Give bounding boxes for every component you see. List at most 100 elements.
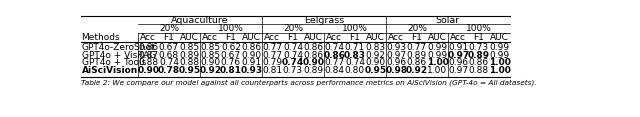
- Text: 100%: 100%: [342, 24, 368, 33]
- Text: GPT4o + VisRAG: GPT4o + VisRAG: [81, 51, 156, 60]
- Text: 0.67: 0.67: [221, 51, 241, 60]
- Text: AUC: AUC: [180, 33, 199, 42]
- Text: 0.83: 0.83: [344, 51, 366, 60]
- Text: 0.77: 0.77: [324, 58, 344, 67]
- Text: GPT4o-ZeroShot: GPT4o-ZeroShot: [81, 43, 155, 52]
- Text: 0.86: 0.86: [407, 58, 427, 67]
- Text: Eelgrass: Eelgrass: [304, 16, 344, 25]
- Text: 0.88: 0.88: [469, 66, 489, 75]
- Text: 0.85: 0.85: [200, 43, 220, 52]
- Text: AUC: AUC: [366, 33, 385, 42]
- Text: 0.95: 0.95: [179, 66, 200, 75]
- Text: 0.97: 0.97: [387, 51, 406, 60]
- Text: 1.00: 1.00: [428, 66, 447, 75]
- Text: 0.98: 0.98: [385, 66, 408, 75]
- Text: 0.93: 0.93: [241, 66, 262, 75]
- Text: 20%: 20%: [407, 24, 427, 33]
- Text: 0.74: 0.74: [283, 43, 303, 52]
- Text: 0.99: 0.99: [428, 43, 447, 52]
- Text: 0.90: 0.90: [365, 58, 385, 67]
- Text: 0.86: 0.86: [303, 43, 324, 52]
- Text: 0.68: 0.68: [159, 51, 179, 60]
- Text: 0.77: 0.77: [407, 43, 427, 52]
- Text: F1: F1: [287, 33, 298, 42]
- Text: 0.73: 0.73: [283, 66, 303, 75]
- Text: 20%: 20%: [283, 24, 303, 33]
- Text: 0.97: 0.97: [449, 66, 468, 75]
- Text: Acc: Acc: [264, 33, 280, 42]
- Text: 100%: 100%: [466, 24, 492, 33]
- Text: 0.62: 0.62: [221, 43, 241, 52]
- Text: 1.00: 1.00: [426, 58, 449, 67]
- Text: 0.92: 0.92: [365, 51, 385, 60]
- Text: F1: F1: [163, 33, 174, 42]
- Text: 0.97: 0.97: [447, 51, 470, 60]
- Text: 0.93: 0.93: [387, 43, 406, 52]
- Text: 0.99: 0.99: [490, 43, 509, 52]
- Text: 0.85: 0.85: [200, 51, 220, 60]
- Text: 0.87: 0.87: [138, 51, 159, 60]
- Text: Acc: Acc: [326, 33, 342, 42]
- Text: 0.85: 0.85: [179, 43, 200, 52]
- Text: 0.99: 0.99: [490, 51, 509, 60]
- Text: F1: F1: [349, 33, 360, 42]
- Text: 0.71: 0.71: [345, 43, 365, 52]
- Text: Acc: Acc: [451, 33, 467, 42]
- Text: 0.96: 0.96: [449, 58, 468, 67]
- Text: 0.78: 0.78: [158, 66, 180, 75]
- Text: 0.86: 0.86: [241, 43, 262, 52]
- Text: Acc: Acc: [388, 33, 404, 42]
- Text: 0.90: 0.90: [138, 66, 159, 75]
- Text: 0.88: 0.88: [138, 58, 159, 67]
- Text: 0.90: 0.90: [241, 51, 262, 60]
- Text: 0.81: 0.81: [220, 66, 242, 75]
- Text: Aquaculture: Aquaculture: [171, 16, 228, 25]
- Text: 0.74: 0.74: [345, 58, 365, 67]
- Text: 0.83: 0.83: [365, 43, 385, 52]
- Text: 0.67: 0.67: [159, 43, 179, 52]
- Text: 0.91: 0.91: [241, 58, 262, 67]
- Text: 0.91: 0.91: [449, 43, 468, 52]
- Text: AUC: AUC: [490, 33, 509, 42]
- Text: 0.84: 0.84: [324, 66, 344, 75]
- Text: Table 2: We compare our model against all counterparts across performance metric: Table 2: We compare our model against al…: [81, 80, 536, 86]
- Text: Methods: Methods: [81, 33, 120, 42]
- Text: 0.92: 0.92: [199, 66, 221, 75]
- Text: 0.90: 0.90: [200, 58, 220, 67]
- Text: Acc: Acc: [202, 33, 218, 42]
- Text: 1.00: 1.00: [488, 66, 511, 75]
- Text: AUC: AUC: [428, 33, 447, 42]
- Text: 0.89: 0.89: [468, 51, 490, 60]
- Text: 0.95: 0.95: [364, 66, 387, 75]
- Text: 0.74: 0.74: [282, 58, 304, 67]
- Text: 0.88: 0.88: [179, 58, 200, 67]
- Text: 0.86: 0.86: [469, 58, 489, 67]
- Text: 1.00: 1.00: [488, 58, 511, 67]
- Text: 0.89: 0.89: [407, 51, 427, 60]
- Text: 0.76: 0.76: [221, 58, 241, 67]
- Text: Solar: Solar: [436, 16, 460, 25]
- Text: 0.86: 0.86: [138, 43, 159, 52]
- Text: 0.89: 0.89: [303, 66, 324, 75]
- Text: AiSciVision: AiSciVision: [81, 66, 138, 75]
- Text: 0.73: 0.73: [469, 43, 489, 52]
- Text: 100%: 100%: [218, 24, 244, 33]
- Text: GPT4o + Tools: GPT4o + Tools: [81, 58, 146, 67]
- Text: 0.89: 0.89: [179, 51, 200, 60]
- Text: 0.90: 0.90: [303, 58, 324, 67]
- Text: F1: F1: [412, 33, 422, 42]
- Text: 20%: 20%: [159, 24, 179, 33]
- Text: 0.74: 0.74: [283, 51, 303, 60]
- Text: AUC: AUC: [304, 33, 323, 42]
- Text: F1: F1: [225, 33, 236, 42]
- Text: 0.81: 0.81: [262, 66, 282, 75]
- Text: F1: F1: [474, 33, 484, 42]
- Text: 0.74: 0.74: [324, 43, 344, 52]
- Text: 0.99: 0.99: [428, 51, 447, 60]
- Text: 0.86: 0.86: [303, 51, 324, 60]
- Text: 0.96: 0.96: [387, 58, 406, 67]
- Text: 0.80: 0.80: [345, 66, 365, 75]
- Text: 0.86: 0.86: [323, 51, 346, 60]
- Text: AUC: AUC: [242, 33, 261, 42]
- Text: 0.79: 0.79: [262, 58, 282, 67]
